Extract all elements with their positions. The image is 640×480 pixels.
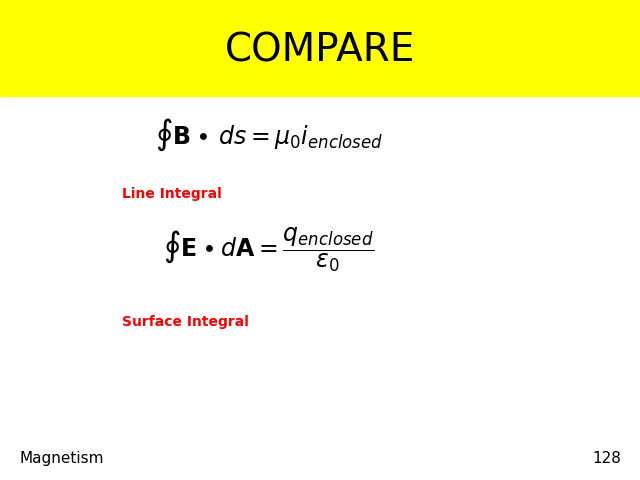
Text: Magnetism: Magnetism: [19, 451, 104, 466]
Text: Surface Integral: Surface Integral: [122, 314, 248, 329]
Text: $\oint \mathbf{B} \bullet \, ds = \mu_0 i_{enclosed}$: $\oint \mathbf{B} \bullet \, ds = \mu_0 …: [155, 116, 383, 153]
Text: Line Integral: Line Integral: [122, 187, 221, 202]
Text: COMPARE: COMPARE: [225, 31, 415, 70]
Text: $\oint \mathbf{E} \bullet d\mathbf{A} = \dfrac{q_{enclosed}}{\varepsilon_0}$: $\oint \mathbf{E} \bullet d\mathbf{A} = …: [163, 225, 374, 274]
Text: 128: 128: [592, 451, 621, 466]
FancyBboxPatch shape: [0, 0, 640, 96]
